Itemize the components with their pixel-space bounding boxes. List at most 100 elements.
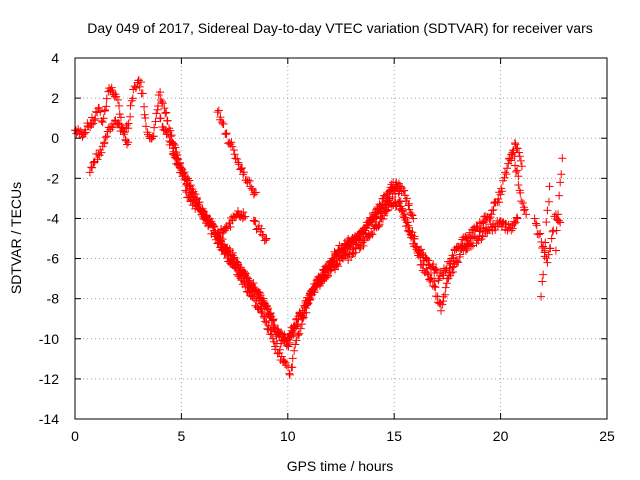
data-point (395, 187, 404, 196)
data-point (398, 206, 407, 215)
data-point (522, 210, 531, 219)
data-point (163, 116, 172, 125)
data-point (113, 95, 122, 104)
data-point (247, 184, 256, 193)
data-point (360, 236, 369, 245)
y-tick-label: -12 (39, 371, 59, 387)
data-point (189, 196, 198, 205)
data-point (230, 150, 239, 159)
data-point (516, 188, 525, 197)
data-point (291, 340, 300, 349)
data-point (456, 250, 465, 259)
data-point (510, 219, 519, 228)
data-point (452, 243, 461, 252)
data-point (512, 167, 521, 176)
data-point (295, 329, 304, 338)
data-point (222, 224, 231, 233)
data-point (269, 323, 278, 332)
data-point (189, 187, 198, 196)
data-point (551, 246, 560, 255)
data-point (429, 260, 438, 269)
data-point (271, 345, 280, 354)
data-point (514, 180, 523, 189)
data-point (319, 266, 328, 275)
data-point (261, 317, 270, 326)
data-point (222, 130, 231, 139)
data-point (534, 230, 543, 239)
data-point (293, 320, 302, 329)
grid-layer (75, 58, 607, 419)
data-point (536, 229, 545, 238)
data-point (213, 108, 222, 117)
data-point (162, 108, 171, 117)
data-point (509, 217, 518, 226)
data-point (171, 153, 180, 162)
data-point (516, 156, 525, 165)
data-point (152, 109, 161, 118)
data-point (292, 336, 301, 345)
data-point (423, 269, 432, 278)
data-point (494, 194, 503, 203)
data-point (119, 130, 128, 139)
data-point (431, 265, 440, 274)
data-point (502, 164, 511, 173)
data-point (112, 92, 121, 101)
data-point (485, 214, 494, 223)
data-point (219, 119, 228, 128)
data-point (520, 205, 529, 214)
data-point (546, 244, 555, 253)
data-point (513, 144, 522, 153)
data-point (217, 118, 226, 127)
data-point (157, 97, 166, 106)
data-point (544, 197, 553, 206)
data-point (201, 212, 210, 221)
y-tick-label: -6 (47, 251, 60, 267)
data-point (210, 222, 219, 231)
x-tick-label: 20 (493, 428, 509, 444)
data-point (96, 107, 105, 116)
data-point (260, 236, 269, 245)
data-point (251, 188, 260, 197)
data-point (422, 264, 431, 273)
data-point (511, 161, 520, 170)
data-point (268, 315, 277, 324)
data-point (135, 82, 144, 91)
data-point (195, 198, 204, 207)
y-tick-label: -10 (39, 331, 59, 347)
data-point (281, 337, 290, 346)
data-point (236, 263, 245, 272)
data-point (234, 158, 243, 167)
data-point (265, 310, 274, 319)
data-point (251, 217, 260, 226)
data-point (431, 283, 440, 292)
data-point (249, 190, 258, 199)
data-point (431, 292, 440, 301)
data-point (251, 286, 260, 295)
data-point (539, 242, 548, 251)
data-point (514, 172, 523, 181)
y-tick-label: 4 (51, 50, 59, 66)
x-tick-label: 5 (178, 428, 186, 444)
data-point (368, 215, 377, 224)
data-point (216, 113, 225, 122)
data-point (164, 130, 173, 139)
data-point (508, 150, 517, 159)
data-point (552, 226, 561, 235)
data-point (478, 232, 487, 241)
data-point (392, 178, 401, 187)
data-point (396, 182, 405, 191)
data-point (441, 266, 450, 275)
data-point (400, 210, 409, 219)
y-tick-label: -8 (47, 291, 60, 307)
data-point (399, 212, 408, 221)
data-point (376, 201, 385, 210)
data-point (395, 199, 404, 208)
data-point (407, 233, 416, 242)
data-point (543, 206, 552, 215)
data-point (95, 103, 104, 112)
data-point (381, 194, 390, 203)
data-point (355, 234, 364, 243)
data-point (71, 126, 80, 135)
data-point (102, 132, 111, 141)
